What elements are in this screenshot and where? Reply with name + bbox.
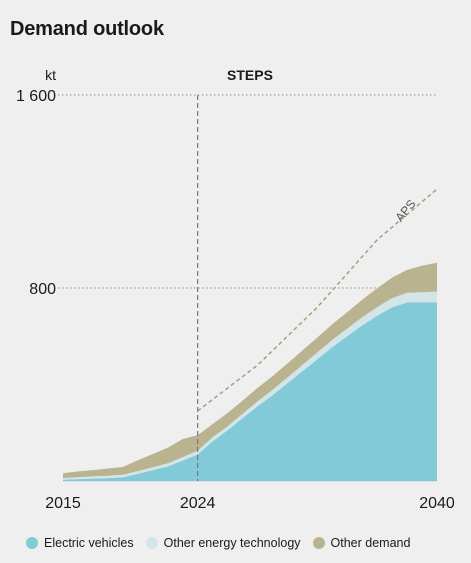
legend-item: Electric vehicles xyxy=(26,536,134,550)
chart-title: Demand outlook xyxy=(10,18,164,40)
stacked-areas xyxy=(63,262,437,481)
y-tick-label: 1 600 xyxy=(16,88,56,105)
y-tick-label: 800 xyxy=(29,281,56,298)
legend-label: Electric vehicles xyxy=(44,536,134,550)
aps-label: APS xyxy=(392,197,418,224)
area-electric-vehicles xyxy=(63,302,437,481)
x-tick-label: 2024 xyxy=(180,495,216,512)
x-tick-label: 2040 xyxy=(419,495,455,512)
legend: Electric vehicles Other energy technology… xyxy=(26,536,410,550)
legend-label: Other demand xyxy=(330,536,411,550)
reference-lines xyxy=(197,95,438,481)
legend-item: Other energy technology xyxy=(145,536,301,550)
area-other-demand xyxy=(63,262,437,479)
legend-item: Other demand xyxy=(312,536,411,550)
y-axis-unit: kt xyxy=(45,67,56,83)
aps-line xyxy=(197,188,438,412)
x-tick-label: 2015 xyxy=(45,495,81,512)
legend-label: Other energy technology xyxy=(163,536,301,550)
legend-swatch xyxy=(145,537,158,549)
area-other-energy-technology xyxy=(63,291,437,480)
scenario-label: STEPS xyxy=(227,67,273,83)
legend-swatch xyxy=(26,537,38,549)
legend-swatch xyxy=(312,537,325,549)
